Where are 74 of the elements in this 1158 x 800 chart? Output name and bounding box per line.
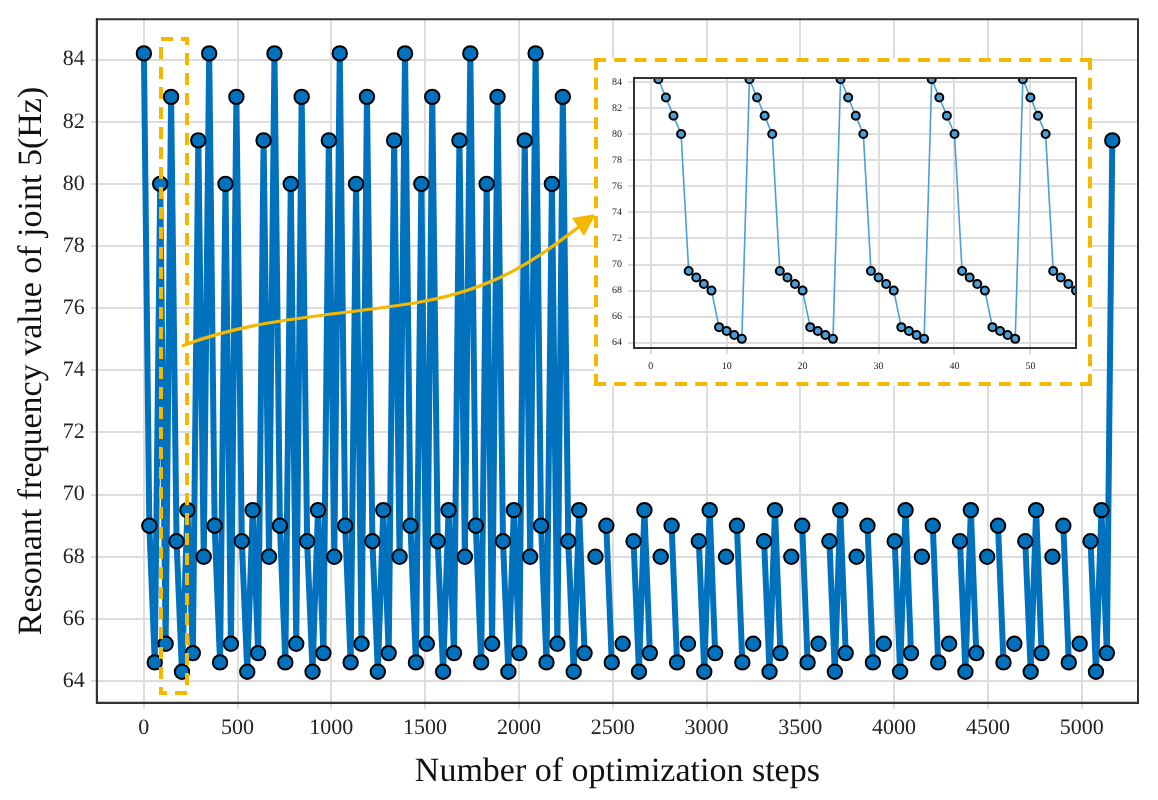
point	[827, 333, 838, 344]
point	[767, 129, 778, 140]
point	[729, 329, 740, 340]
point	[949, 129, 960, 140]
point	[691, 272, 702, 283]
point	[714, 322, 725, 333]
point	[1055, 272, 1066, 283]
point	[934, 92, 945, 103]
point	[676, 129, 687, 140]
point	[812, 326, 823, 337]
point	[865, 266, 876, 277]
point	[668, 110, 679, 121]
point	[881, 279, 892, 290]
point	[774, 266, 785, 277]
point	[698, 279, 709, 290]
point	[782, 272, 793, 283]
y-tick-label: 68	[62, 544, 86, 569]
point	[1025, 92, 1036, 103]
point	[858, 129, 869, 140]
x-tick-label: 4500	[965, 715, 1011, 740]
y-tick-label: 66	[62, 606, 86, 631]
y-tick-label: 72	[62, 420, 85, 445]
point	[995, 326, 1006, 337]
point	[888, 285, 899, 296]
y-tick-label: 64	[62, 668, 86, 693]
point	[896, 322, 907, 333]
point	[850, 110, 861, 121]
x-tick-label: 4000	[872, 715, 918, 740]
point	[660, 92, 671, 103]
point	[752, 92, 763, 103]
point	[736, 333, 747, 344]
point	[903, 326, 914, 337]
y-tick-label: 80	[62, 171, 86, 196]
y-tick-label: 76	[62, 295, 86, 320]
point	[1048, 266, 1059, 277]
point	[820, 329, 831, 340]
point	[979, 285, 990, 296]
x-tick-label: 5000	[1059, 715, 1105, 740]
point	[1010, 333, 1021, 344]
point	[964, 272, 975, 283]
point	[790, 279, 800, 290]
point	[1063, 279, 1074, 290]
point	[941, 110, 952, 121]
point	[919, 333, 930, 344]
point	[987, 322, 998, 333]
x-tick-label: 2500	[590, 715, 636, 740]
y-tick-label: 84	[62, 47, 86, 72]
point	[972, 279, 983, 290]
x-tick-label: 3000	[684, 715, 730, 740]
y-tick-label: 78	[62, 233, 86, 258]
y-tick-label: 82	[62, 109, 85, 134]
point	[805, 322, 816, 333]
point	[911, 329, 922, 340]
x-axis-title: Number of optimization steps	[414, 750, 820, 789]
x-tick-label: 500	[221, 715, 255, 740]
point	[873, 272, 884, 283]
point	[683, 266, 694, 277]
point	[721, 326, 732, 337]
point	[1033, 110, 1044, 121]
x-tick-label: 0	[138, 715, 151, 740]
point	[759, 110, 770, 121]
x-tick-label: 1000	[309, 715, 355, 740]
y-tick-label: 74	[62, 358, 86, 383]
x-tick-label: 2000	[496, 715, 542, 740]
point	[797, 285, 808, 296]
point	[1040, 129, 1051, 140]
point	[1002, 329, 1013, 340]
x-tick-label: 1500	[403, 715, 449, 740]
point	[843, 92, 854, 103]
point	[706, 285, 717, 296]
x-tick-label: 3500	[778, 715, 824, 740]
y-tick-label: 70	[62, 482, 86, 507]
point	[957, 266, 968, 277]
y-axis-title: Resonant frequency value of joint 5(Hz)	[11, 86, 50, 636]
